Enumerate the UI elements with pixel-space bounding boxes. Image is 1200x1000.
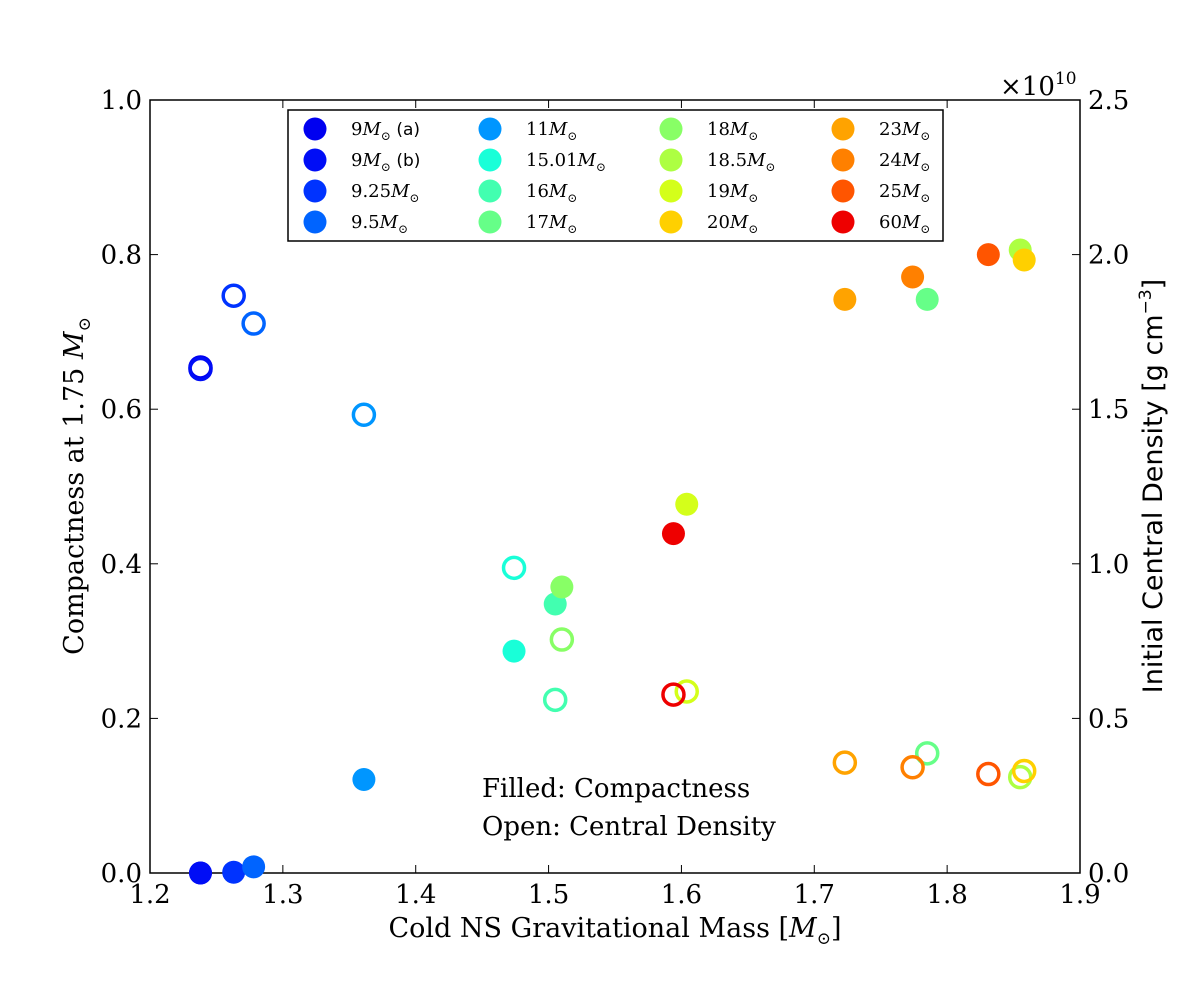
compactness-point-24 [901, 265, 925, 289]
legend-marker [478, 148, 502, 172]
compactness-point-25 [976, 243, 1000, 267]
y-right-tick-label: 2.5 [1088, 86, 1129, 116]
central-density-point-20 [1011, 758, 1037, 784]
legend-label: 19M⊙ [707, 181, 758, 205]
x-tick-label: 1.9 [1059, 880, 1100, 910]
central-density-point-23 [832, 750, 858, 775]
legend-marker [478, 179, 502, 203]
legend-label: 20M⊙ [707, 212, 758, 236]
legend-marker [659, 210, 683, 234]
plot-frame [149, 99, 1081, 874]
compactness-point-60 [661, 522, 685, 546]
y-right-tick-label: 0.5 [1088, 704, 1129, 734]
axis-ticks: 1.2 1.3 1.4 1.5 1.6 1.7 1.8 1.90.00.20.40.60.81… [101, 86, 1130, 910]
x-tick-label: 1.8 [926, 880, 967, 910]
open-markers [188, 283, 1037, 790]
central-density-point-18 [549, 627, 575, 652]
y-axis-label-left: Compactness at 1.75 M⊙ [59, 317, 95, 655]
y-axis-label-right: Initial Central Density [g cm−3] [1136, 279, 1169, 693]
compactness-point-20 [1012, 248, 1036, 272]
central-density-point-19 [674, 679, 699, 704]
legend-marker [831, 117, 855, 141]
legend-marker [659, 117, 683, 141]
legend-label: 9M⊙ (b) [351, 150, 420, 174]
annotation-open: Open: Central Density [482, 812, 776, 842]
legend-marker [303, 210, 327, 234]
legend-marker [831, 210, 855, 234]
offset-text: ×1010 [1000, 69, 1077, 102]
legend-label: 16M⊙ [526, 181, 577, 205]
y-left-tick-label: 0.0 [101, 859, 142, 889]
legend-marker [831, 179, 855, 203]
x-tick-label: 1.7 [794, 880, 835, 910]
legend-marker [303, 148, 327, 172]
legend-label: 60M⊙ [879, 212, 930, 236]
central-density-point-15.01 [501, 555, 527, 581]
legend-label: 17M⊙ [526, 212, 577, 236]
central-density-point-17 [914, 741, 940, 766]
y-right-tick-label: 2.0 [1088, 241, 1129, 271]
legend-label: 18.5M⊙ [707, 150, 776, 174]
y-left-tick-label: 0.2 [101, 704, 142, 734]
central-density-point-25 [976, 761, 1001, 787]
x-tick-label: 1.6 [661, 880, 702, 910]
legend-label: 24M⊙ [879, 150, 930, 174]
central-density-point-16 [542, 687, 568, 713]
legend-marker [478, 117, 502, 141]
y-right-tick-label: 0.0 [1088, 859, 1129, 889]
legend-marker [478, 210, 502, 234]
y-left-tick-label: 0.4 [101, 550, 142, 580]
filled-markers [188, 238, 1036, 885]
central-density-point-9.5 [241, 311, 266, 336]
compactness-point-23 [833, 287, 857, 311]
central-density-point-9.25 [221, 283, 246, 308]
compactness-point-17 [915, 287, 939, 311]
legend-label: 15.01M⊙ [526, 150, 606, 174]
x-axis-label: Cold NS Gravitational Mass [M⊙] [389, 913, 842, 949]
y-right-tick-label: 1.5 [1088, 395, 1129, 425]
central-density-point-9-b [188, 356, 213, 382]
legend-label: 11M⊙ [526, 119, 577, 143]
annotation-filled: Filled: Compactness [482, 774, 750, 804]
central-density-point-11 [351, 402, 377, 428]
compactness-point-9.25 [222, 860, 246, 884]
legend-label: 25M⊙ [879, 181, 930, 205]
legend-marker [831, 148, 855, 172]
x-tick-label: 1.4 [395, 880, 436, 910]
legend-label: 18M⊙ [707, 119, 758, 143]
compactness-point-9.5 [242, 855, 266, 879]
central-density-point-24 [900, 755, 925, 780]
legend-marker [303, 179, 327, 203]
x-tick-label: 1.5 [528, 880, 569, 910]
compactness-point-11 [352, 767, 376, 791]
legend: 9M⊙ (a) 9M⊙ (b) 9.25M⊙ 9.5M⊙ 11M⊙ 15.01M⊙ 16M⊙… [287, 109, 944, 242]
legend-label: 23M⊙ [879, 119, 930, 143]
compactness-point-19 [675, 492, 699, 516]
compactness-point-18 [550, 575, 574, 599]
y-left-tick-label: 0.8 [101, 241, 142, 271]
compactness-point-15.01 [502, 639, 526, 663]
y-left-tick-label: 1.0 [101, 86, 142, 116]
y-left-tick-label: 0.6 [101, 395, 142, 425]
y-right-tick-label: 1.0 [1088, 550, 1129, 580]
legend-label: 9.5M⊙ [351, 212, 408, 236]
x-tick-label: 1.3 [262, 880, 303, 910]
x-tick-label: 1.2 [129, 880, 170, 910]
legend-marker [659, 148, 683, 172]
legend-label: 9M⊙ (a) [351, 119, 420, 143]
compactness-point-9-b [188, 861, 212, 885]
central-density-point-60 [661, 682, 686, 707]
legend-marker [659, 179, 683, 203]
legend-marker [303, 117, 327, 141]
legend-label: 9.25M⊙ [351, 181, 420, 205]
